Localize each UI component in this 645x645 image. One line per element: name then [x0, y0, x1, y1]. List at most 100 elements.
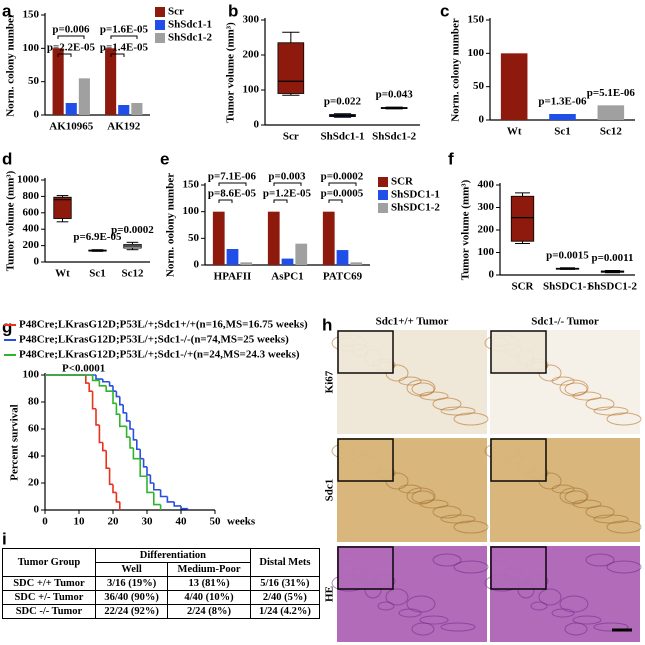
tissue-texture — [606, 412, 642, 426]
tissue-texture — [551, 484, 575, 494]
y-tick-label: 150 — [23, 9, 40, 21]
bracket — [273, 199, 288, 203]
tissue-texture — [432, 397, 462, 411]
legend-swatch — [155, 7, 165, 17]
y-axis-label: Norm. colony number — [450, 18, 462, 122]
legend-swatch — [378, 177, 388, 187]
bracket — [273, 182, 302, 186]
tissue-texture — [385, 588, 409, 606]
box — [277, 42, 305, 94]
survival-step — [139, 458, 147, 478]
y-tick-label: 100 — [183, 205, 200, 217]
survival-step — [102, 379, 110, 383]
survival-step — [115, 391, 120, 398]
survival-step — [166, 496, 175, 503]
inset — [490, 330, 547, 374]
bar — [240, 262, 253, 265]
bracket — [218, 199, 233, 203]
inset — [337, 330, 394, 374]
survival-step — [136, 439, 141, 451]
tissue-texture — [419, 391, 449, 401]
bar — [105, 48, 117, 116]
survival-step — [102, 442, 107, 452]
y-tick-label: 400 — [23, 223, 40, 235]
legend-swatch — [155, 33, 165, 43]
survival-step — [153, 492, 161, 506]
panel-label: h — [322, 315, 332, 334]
tissue-texture — [411, 382, 435, 396]
survival-step — [91, 391, 96, 410]
x-tick-label: ShSdc1-1 — [320, 131, 364, 143]
x-axis-label: weeks — [227, 516, 256, 528]
bar — [65, 103, 77, 115]
tissue-texture — [606, 520, 642, 534]
y-tick-label: 200 — [478, 224, 495, 236]
legend-swatch — [378, 203, 388, 213]
y-tick-label: 40 — [28, 450, 40, 462]
tissue-texture — [572, 615, 602, 625]
column-title: Sdc1+/+ Tumor — [376, 316, 449, 328]
p-value: p=0.0005 — [321, 188, 364, 200]
tissue-texture — [564, 622, 588, 636]
y-tick-label: 50 — [188, 232, 200, 244]
panel-label: g — [2, 317, 12, 336]
x-tick-label: Sc1 — [554, 126, 571, 138]
x-tick-label: Scr — [283, 131, 299, 143]
tissue-texture — [453, 520, 489, 534]
survival-step — [139, 449, 144, 460]
tissue-texture — [411, 490, 435, 504]
y-axis-label: Percent survival — [9, 404, 21, 480]
p-value: p=5.1E-06 — [587, 87, 636, 99]
survival-step — [98, 424, 103, 444]
table-cell: 2/40 (5%) — [249, 590, 321, 605]
survival-step — [115, 492, 120, 503]
legend-swatch — [155, 20, 165, 30]
y-tick-label: 800 — [23, 190, 40, 202]
tissue-texture — [453, 560, 489, 574]
bracket — [218, 182, 247, 186]
x-tick-label: AsPC1 — [271, 271, 303, 283]
panel-label: i — [2, 529, 7, 548]
row-label: Ki67 — [324, 370, 336, 393]
tissue-texture — [572, 499, 602, 509]
x-tick-label: AK10965 — [49, 121, 94, 133]
y-tick-label: 400 — [478, 179, 495, 191]
survival-step — [146, 476, 154, 494]
survival-step — [132, 447, 141, 460]
survival-step — [112, 484, 117, 494]
bracket — [110, 53, 125, 57]
bar — [336, 250, 349, 265]
annotation: P<0.0001 — [62, 363, 105, 375]
row-label: Sdc1 — [324, 479, 336, 502]
panel-label: d — [2, 149, 12, 168]
table-header: Distal Mets — [249, 548, 321, 577]
column-title: Sdc1-/- Tumor — [531, 316, 599, 328]
tissue-texture — [585, 505, 615, 519]
legend-label: ShSDC1-2 — [391, 202, 440, 214]
x-tick-label: 30 — [142, 516, 154, 528]
p-value: p=0.043 — [376, 89, 414, 101]
panel-label: a — [2, 1, 12, 20]
survival-step — [153, 483, 161, 491]
p-value: p=1.4E-05 — [100, 42, 149, 54]
y-tick-label: 50 — [28, 75, 40, 87]
bar — [118, 105, 130, 115]
legend-label: P48Cre;LKrasG12D;P53L/+;Sdc1-/-(n=74,MS=… — [19, 334, 289, 346]
y-tick-label: 100 — [478, 246, 495, 258]
y-tick-label: 1000 — [17, 174, 40, 186]
y-tick-label: 600 — [23, 206, 40, 218]
bracket — [57, 53, 72, 57]
survival-step — [105, 450, 110, 469]
bar — [131, 103, 143, 115]
bracket — [110, 35, 138, 39]
x-tick-label: Sc12 — [122, 268, 145, 280]
survival-step — [119, 396, 124, 406]
table-subheader: Well — [94, 562, 169, 577]
tissue-texture — [398, 608, 422, 618]
x-tick-label: ShSdc1-2 — [372, 131, 417, 143]
bar — [322, 211, 335, 265]
x-tick-label: ShSDC1-1 — [543, 281, 592, 293]
p-value: p=6.9E-05 — [73, 231, 122, 243]
